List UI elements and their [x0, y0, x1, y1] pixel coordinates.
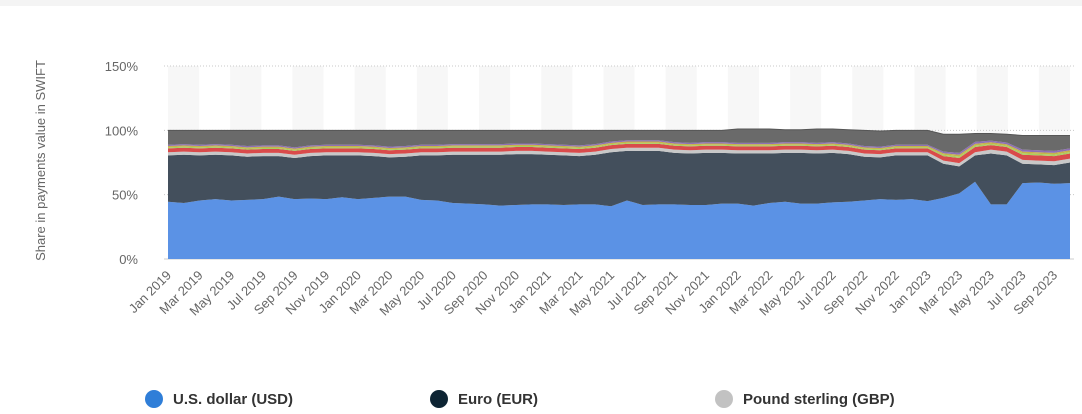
area-series-7	[168, 129, 1070, 153]
y-axis-title-wrap: Share in payments value in SWIFT	[20, 40, 60, 280]
y-tick-label: 50%	[112, 188, 138, 203]
y-axis-tick-labels: 0% 50% 100% 150%	[105, 59, 139, 267]
area-series-6	[168, 140, 1070, 155]
area-series-0	[168, 181, 1070, 259]
y-tick-label: 150%	[105, 59, 139, 74]
area-top-edge	[168, 128, 1070, 136]
legend-label-usd: U.S. dollar (USD)	[173, 390, 294, 408]
legend: U.S. dollar (USD) Euro (EUR) Pound sterl…	[145, 388, 895, 410]
area-series-5	[168, 141, 1070, 157]
legend-label-gbp: Pound sterling (GBP)	[743, 390, 895, 408]
top-border	[0, 0, 1082, 6]
area-series-1	[168, 150, 1070, 207]
y-tick-label: 100%	[105, 123, 139, 138]
legend-item-eur[interactable]: Euro (EUR)	[430, 390, 715, 408]
legend-item-usd[interactable]: U.S. dollar (USD)	[145, 390, 430, 408]
series-areas	[168, 128, 1070, 259]
area-series-3	[168, 143, 1070, 164]
y-tick-label: 0%	[119, 252, 138, 267]
area-series-4	[168, 142, 1070, 158]
area-series-2	[168, 147, 1070, 167]
legend-dot-eur	[430, 390, 448, 408]
legend-dot-gbp	[715, 390, 733, 408]
y-axis-title: Share in payments value in SWIFT	[32, 59, 48, 261]
legend-dot-usd	[145, 390, 163, 408]
legend-item-gbp[interactable]: Pound sterling (GBP)	[715, 390, 895, 408]
legend-label-eur: Euro (EUR)	[458, 390, 538, 408]
